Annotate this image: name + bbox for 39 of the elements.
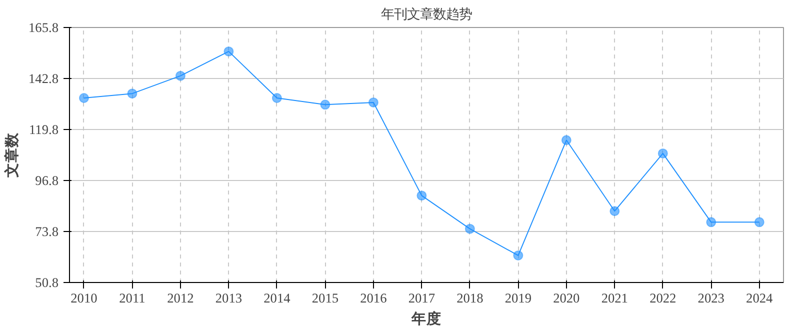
point — [561, 135, 572, 146]
x-axis-title: 年度 — [410, 310, 442, 328]
y-tick-label: 50.8 — [35, 275, 59, 290]
x-tick-label: 2014 — [264, 290, 291, 306]
x-tick-label: 2013 — [215, 290, 242, 306]
point — [78, 93, 89, 104]
point — [754, 217, 764, 228]
x-tick-label: 2020 — [553, 290, 580, 306]
point — [368, 97, 378, 108]
x-tick-label: 2018 — [456, 290, 484, 306]
y-tick-label: 142.8 — [28, 71, 59, 86]
point — [464, 224, 475, 234]
point — [706, 217, 716, 228]
y-tick-label: 119.8 — [29, 122, 59, 137]
x-tick-label: 2017 — [408, 290, 436, 306]
x-tick-label: 2019 — [504, 290, 532, 306]
point — [175, 70, 186, 81]
x-tick-label: 2011 — [119, 290, 146, 306]
x-tick-label: 2021 — [601, 290, 628, 306]
point — [416, 190, 427, 201]
point — [320, 100, 330, 110]
x-tick-label: 2024 — [746, 290, 774, 306]
y-tick-label: 165.8 — [28, 20, 59, 35]
point — [272, 93, 282, 104]
x-tick-label: 2012 — [167, 290, 194, 306]
x-tick-label: 2010 — [70, 290, 98, 306]
point — [513, 250, 524, 260]
x-tick-label: 2015 — [312, 290, 339, 306]
y-tick-label: 96.8 — [35, 173, 59, 188]
point — [658, 148, 668, 158]
point — [127, 88, 138, 99]
x-tick-label: 2016 — [360, 290, 388, 306]
point — [610, 206, 620, 216]
y-tick-label: 73.8 — [35, 224, 59, 239]
chart-title: 年刊文章数趋势 — [381, 8, 472, 22]
x-tick-label: 2023 — [698, 290, 725, 306]
x-tick-label: 2022 — [650, 290, 676, 306]
point — [224, 46, 234, 56]
y-axis-title: 文章数 — [2, 132, 21, 178]
